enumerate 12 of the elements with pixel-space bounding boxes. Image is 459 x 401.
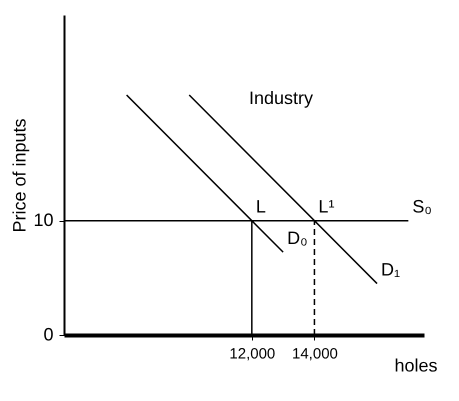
x-axis-title: holes [394,356,438,376]
x-tick-label: 14,000 [292,346,338,362]
y-tick-label: 0 [43,324,54,344]
annotation: S₀ [412,196,432,217]
y-axis-title: Price of inputs [9,118,30,233]
y-tick-label: 10 [33,210,54,230]
annotation: L [256,196,266,217]
annotation: L¹ [318,196,334,217]
annotation: Industry [249,88,314,108]
annotation: D₀ [287,228,308,248]
x-tick-label: 12,000 [229,346,276,362]
annotation: D₁ [381,260,400,280]
